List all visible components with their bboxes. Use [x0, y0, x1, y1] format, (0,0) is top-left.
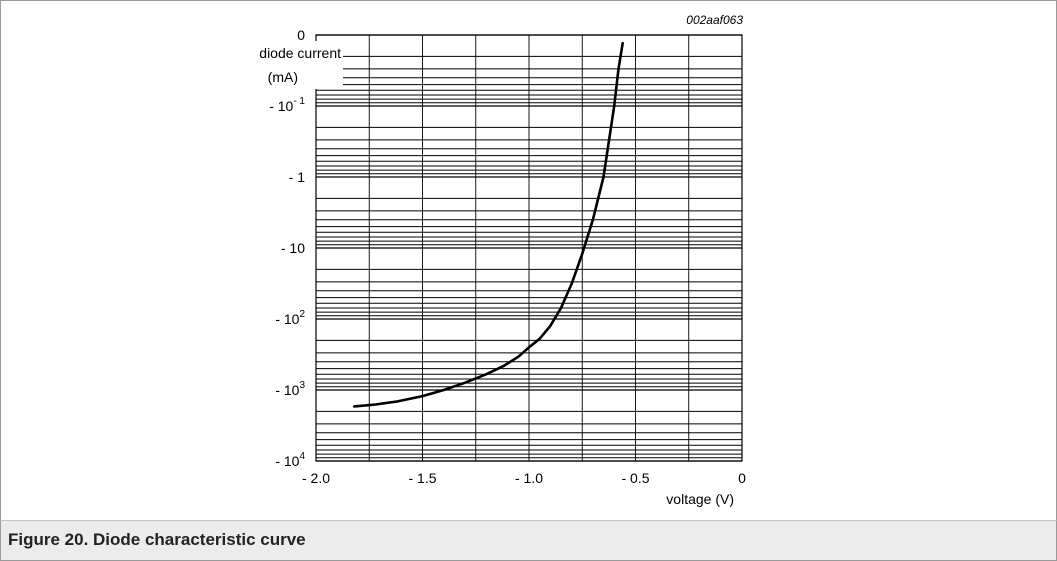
- y-axis-label: diode current: [259, 45, 341, 61]
- y-tick-label: 0: [297, 27, 305, 43]
- y-tick-label: - 10: [281, 240, 305, 256]
- x-tick-label: - 2.0: [302, 470, 330, 486]
- y-tick-label: - 103: [275, 380, 305, 398]
- y-tick-label: - 10- 1: [269, 96, 305, 114]
- grid-lines: [315, 34, 743, 462]
- series-curve: [352, 41, 625, 408]
- x-axis-label: voltage (V): [666, 491, 734, 507]
- x-tick-label: 0: [738, 470, 746, 486]
- figure-id: 002aaf063: [686, 13, 743, 27]
- diode-curve-line: [352, 41, 625, 408]
- x-tick-label: - 1.0: [515, 470, 543, 486]
- x-tick-labels: - 2.0 - 1.5 - 1.0 - 0.5 0: [302, 470, 746, 486]
- plot-frame: [315, 34, 743, 462]
- caption-bar: Figure 20. Diode characteristic curve: [0, 520, 1057, 561]
- y-axis-label-mask: [226, 41, 343, 89]
- y-tick-label: - 102: [275, 309, 305, 327]
- figure-caption: Figure 20. Diode characteristic curve: [8, 530, 306, 549]
- y-tick-label: - 1: [289, 169, 306, 185]
- x-tick-label: - 0.5: [621, 470, 649, 486]
- x-tick-label: - 1.5: [408, 470, 436, 486]
- y-tick-label: - 104: [275, 451, 305, 469]
- y-tick-labels: 0 - 10- 1 - 1 - 10 - 102 - 103 - 104: [269, 27, 305, 469]
- diode-characteristic-chart: diode current (mA) 002aaf063 voltage (V)…: [226, 13, 747, 507]
- y-axis-unit-label: (mA): [268, 69, 298, 85]
